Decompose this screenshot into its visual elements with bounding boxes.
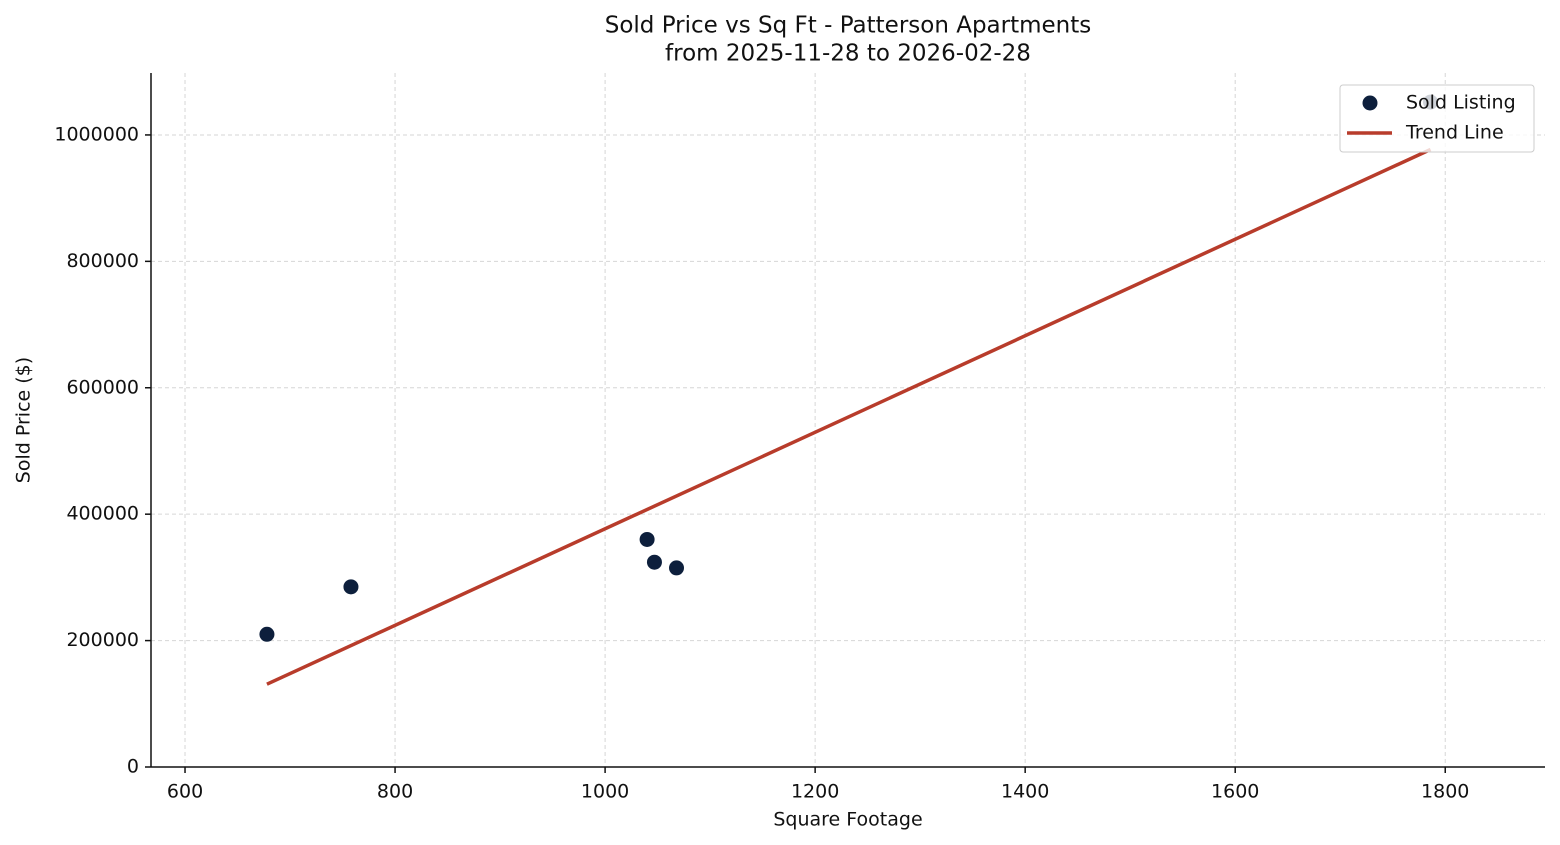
y-axis-label: Sold Price ($)	[13, 357, 35, 483]
point	[646, 554, 662, 570]
x-tick-label: 1800	[1421, 781, 1469, 803]
x-tick-label: 1000	[581, 781, 629, 803]
point	[259, 626, 275, 642]
legend-marker	[1362, 95, 1378, 111]
x-tick-label: 1400	[1001, 781, 1049, 803]
x-axis-label: Square Footage	[773, 809, 922, 831]
legend-label: Trend Line	[1405, 122, 1504, 144]
y-tick-label: 400000	[66, 503, 139, 525]
y-tick-label: 200000	[66, 629, 139, 651]
x-tick-label: 1200	[791, 781, 839, 803]
legend-label: Sold Listing	[1406, 92, 1516, 114]
x-tick-label: 600	[167, 781, 203, 803]
chart-subtitle: from 2025-11-28 to 2026-02-28	[665, 41, 1031, 67]
point	[343, 579, 359, 595]
point	[639, 531, 655, 547]
y-tick-label: 600000	[66, 376, 139, 398]
point	[669, 560, 685, 576]
chart-title: Sold Price vs Sq Ft - Patterson Apartmen…	[605, 13, 1092, 39]
legend-box	[1339, 84, 1535, 153]
y-tick-label: 800000	[66, 250, 139, 272]
y-tick-label: 0	[127, 756, 139, 778]
x-tick-label: 800	[377, 781, 413, 803]
x-tick-label: 1600	[1211, 781, 1259, 803]
y-tick-label: 1000000	[54, 123, 139, 145]
trend-line	[266, 147, 1432, 686]
